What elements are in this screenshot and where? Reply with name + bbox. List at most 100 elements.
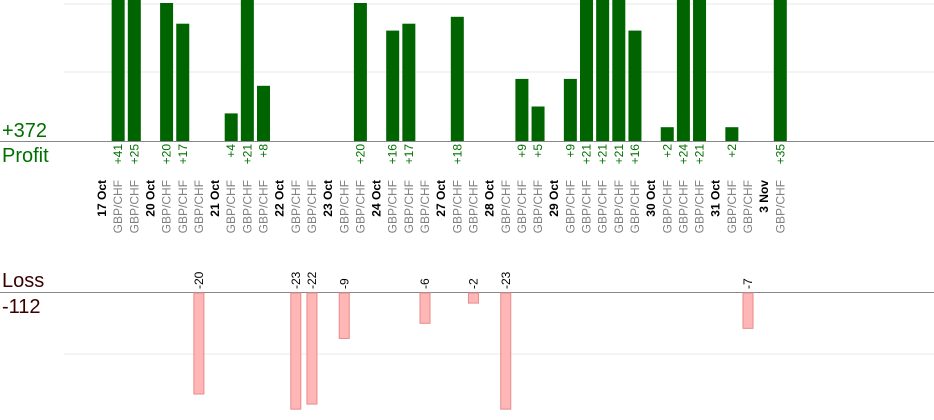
profit-bar xyxy=(386,30,400,142)
date-label: 24 Oct xyxy=(370,180,384,217)
loss-value-label: -22 xyxy=(305,271,319,289)
loss-bar xyxy=(290,292,302,410)
loss-value-label: -23 xyxy=(499,271,513,289)
profit-bar xyxy=(240,0,254,141)
date-label: 22 Oct xyxy=(273,180,287,217)
pair-label: GBP/CHF xyxy=(596,180,610,233)
profit-value-label: +41 xyxy=(111,144,125,165)
loss-bar xyxy=(500,292,512,410)
loss-value-label: -6 xyxy=(418,278,432,289)
profit-value-label: +35 xyxy=(773,144,787,165)
pair-label: GBP/CHF xyxy=(725,180,739,233)
profit-bar xyxy=(176,23,190,142)
profit-value-label: +20 xyxy=(353,144,367,165)
profit-value-label: +24 xyxy=(676,144,690,165)
date-label: 28 Oct xyxy=(483,180,497,217)
profit-value-label: +17 xyxy=(176,144,190,165)
pair-label: GBP/CHF xyxy=(628,180,642,233)
profit-value-label: +5 xyxy=(531,144,545,158)
loss-bar xyxy=(193,292,205,395)
profit-total: +372 xyxy=(2,120,48,142)
date-label: 31 Oct xyxy=(709,180,723,217)
profit-value-label: +9 xyxy=(563,144,577,158)
pair-label: GBP/CHF xyxy=(693,180,707,233)
profit-bar xyxy=(725,127,739,141)
pair-label: GBP/CHF xyxy=(741,180,755,233)
profit-value-label: +9 xyxy=(515,144,529,158)
profit-bar xyxy=(612,0,626,141)
pair-label: GBP/CHF xyxy=(773,180,787,233)
pair-label: GBP/CHF xyxy=(612,180,626,233)
pair-label: GBP/CHF xyxy=(240,180,254,233)
profit-bar xyxy=(160,3,174,141)
loss-value-label: -9 xyxy=(337,278,351,289)
profit-bar xyxy=(676,0,690,142)
profit-bar xyxy=(127,0,141,141)
pair-label: GBP/CHF xyxy=(563,180,577,233)
profit-bar xyxy=(353,3,367,141)
pair-label: GBP/CHF xyxy=(337,180,351,233)
pair-label: GBP/CHF xyxy=(466,180,480,233)
loss-bar xyxy=(338,292,350,339)
profit-value-label: +21 xyxy=(240,144,254,165)
loss-bar xyxy=(467,292,479,304)
profit-bar xyxy=(693,0,707,141)
date-label: 3 Nov xyxy=(757,180,771,213)
profit-value-label: +17 xyxy=(402,144,416,165)
profit-bar xyxy=(773,0,787,141)
pair-label: GBP/CHF xyxy=(515,180,529,233)
pair-label: GBP/CHF xyxy=(305,180,319,233)
profit-bar xyxy=(224,113,238,141)
profit-value-label: +21 xyxy=(580,144,594,165)
pair-label: GBP/CHF xyxy=(418,180,432,233)
profit-value-label: +25 xyxy=(127,144,141,165)
pair-label: GBP/CHF xyxy=(402,180,416,233)
pair-label: GBP/CHF xyxy=(257,180,271,233)
profit-bar xyxy=(402,23,416,142)
profit-value-label: +16 xyxy=(628,144,642,165)
pair-label: GBP/CHF xyxy=(224,180,238,233)
profit-bar xyxy=(563,78,577,141)
loss-value-label: -2 xyxy=(466,278,480,289)
profit-bar xyxy=(450,16,464,141)
profit-value-label: +2 xyxy=(660,144,674,158)
profit-value-label: +21 xyxy=(612,144,626,165)
loss-bar xyxy=(419,292,431,324)
loss-label: Loss xyxy=(2,270,45,292)
pair-label: GBP/CHF xyxy=(499,180,513,233)
profit-bar xyxy=(596,0,610,141)
date-label: 17 Oct xyxy=(95,180,109,217)
loss-value-label: -20 xyxy=(192,271,206,289)
loss-value-label: -7 xyxy=(741,278,755,289)
pair-label: GBP/CHF xyxy=(386,180,400,233)
pair-label: GBP/CHF xyxy=(531,180,545,233)
date-label: 29 Oct xyxy=(547,180,561,217)
profit-bar xyxy=(628,30,642,142)
pair-label: GBP/CHF xyxy=(450,180,464,233)
pair-label: GBP/CHF xyxy=(160,180,174,233)
pair-label: GBP/CHF xyxy=(289,180,303,233)
date-label: 20 Oct xyxy=(143,180,157,217)
pair-label: GBP/CHF xyxy=(353,180,367,233)
profit-value-label: +16 xyxy=(386,144,400,165)
loss-bar xyxy=(742,292,754,329)
profit-value-label: +20 xyxy=(160,144,174,165)
profit-value-label: +21 xyxy=(596,144,610,165)
date-label: 27 Oct xyxy=(434,180,448,217)
profit-label: Profit xyxy=(2,145,49,167)
profit-bar xyxy=(531,106,545,141)
pair-label: GBP/CHF xyxy=(176,180,190,233)
profit-value-label: +4 xyxy=(224,144,238,158)
pair-label: GBP/CHF xyxy=(676,180,690,233)
profit-bar xyxy=(111,0,125,141)
pair-label: GBP/CHF xyxy=(660,180,674,233)
date-label: 21 Oct xyxy=(208,180,222,217)
loss-value-label: -23 xyxy=(289,271,303,289)
profit-bar xyxy=(580,0,593,141)
date-label: 23 Oct xyxy=(321,180,335,217)
profit-bar xyxy=(257,85,270,141)
pair-label: GBP/CHF xyxy=(580,180,594,233)
pair-label: GBP/CHF xyxy=(127,180,141,233)
pair-label: GBP/CHF xyxy=(192,180,206,233)
